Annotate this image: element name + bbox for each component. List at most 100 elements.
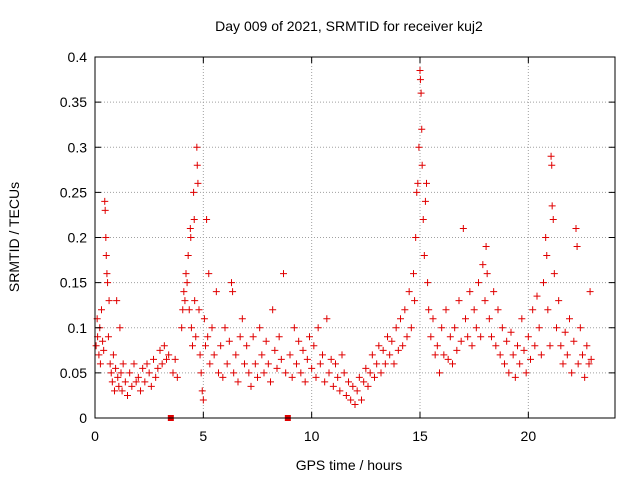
data-point (388, 337, 396, 345)
data-point (143, 360, 151, 368)
data-point (418, 125, 426, 133)
data-point (225, 337, 233, 345)
data-point (194, 179, 202, 187)
data-point (114, 373, 122, 381)
data-point (415, 143, 423, 151)
data-point (377, 369, 385, 377)
data-point (187, 234, 195, 241)
data-point (130, 360, 138, 368)
data-point (290, 324, 298, 332)
data-point (134, 373, 142, 381)
y-tick-label: 0.05 (60, 365, 87, 381)
data-point (327, 355, 335, 363)
data-point (102, 234, 110, 241)
data-point (527, 355, 534, 363)
data-point (98, 306, 105, 314)
data-point (182, 270, 190, 278)
data-point (587, 355, 595, 363)
data-point (553, 324, 560, 332)
data-point (355, 373, 363, 381)
data-point (390, 360, 398, 368)
data-point (477, 333, 485, 341)
data-point (101, 206, 109, 214)
data-point (171, 355, 179, 363)
data-point (543, 252, 551, 260)
chart-title: Day 009 of 2021, SRMTID for receiver kuj… (215, 18, 483, 34)
data-point (205, 270, 213, 278)
data-point (576, 324, 584, 332)
data-point (366, 369, 374, 377)
grid (95, 57, 615, 418)
data-point (425, 306, 433, 314)
data-point (503, 337, 511, 345)
data-point (488, 333, 495, 341)
data-point (416, 76, 424, 84)
data-point (413, 188, 421, 196)
data-point (384, 333, 391, 341)
data-point (217, 342, 225, 350)
data-point (420, 252, 428, 260)
data-point (247, 382, 255, 390)
data-point (203, 215, 211, 223)
data-point (349, 382, 357, 390)
data-point (196, 351, 204, 359)
data-point (297, 369, 305, 377)
data-point (509, 351, 517, 359)
data-point (546, 342, 554, 350)
data-point (381, 360, 389, 368)
data-point (145, 369, 153, 377)
data-point (262, 337, 270, 345)
data-point (208, 324, 216, 332)
data-point (190, 215, 198, 223)
data-point (310, 342, 318, 350)
data-point (210, 351, 218, 359)
data-point (104, 279, 112, 287)
data-point (449, 360, 456, 368)
data-point (295, 337, 303, 345)
data-point (583, 342, 591, 350)
data-point (479, 261, 487, 269)
data-point (444, 355, 452, 363)
data-point (555, 297, 563, 305)
data-point (288, 373, 296, 381)
data-point (336, 387, 344, 395)
data-point (481, 297, 489, 305)
data-point (232, 351, 240, 359)
data-point (573, 243, 581, 251)
data-point (273, 364, 281, 372)
data-point (160, 342, 168, 350)
data-point (362, 364, 370, 372)
data-point (561, 328, 569, 336)
data-point (228, 279, 235, 287)
data-point (118, 387, 126, 395)
data-point (316, 360, 324, 368)
data-point (185, 306, 193, 314)
data-point (417, 89, 425, 97)
data-point (303, 355, 311, 363)
data-point (579, 351, 586, 359)
data-point (156, 346, 164, 354)
data-point (440, 351, 448, 359)
data-point (483, 270, 491, 278)
data-point (206, 360, 214, 368)
data-point (490, 288, 498, 296)
data-point (540, 279, 547, 287)
data-point (392, 324, 400, 332)
data-point (466, 288, 474, 296)
data-point (306, 333, 313, 341)
data-point (117, 369, 125, 377)
data-point (179, 306, 187, 314)
y-tick-label: 0.3 (68, 139, 88, 155)
data-point (169, 369, 177, 377)
data-point (124, 391, 131, 399)
data-point (429, 315, 437, 323)
data-point (386, 351, 394, 359)
data-point (436, 369, 443, 377)
data-point (191, 297, 199, 305)
data-point (496, 351, 504, 359)
data-point (99, 337, 107, 345)
data-point (204, 333, 212, 341)
data-point (139, 364, 147, 372)
data-point (468, 342, 476, 350)
data-point (277, 355, 285, 363)
